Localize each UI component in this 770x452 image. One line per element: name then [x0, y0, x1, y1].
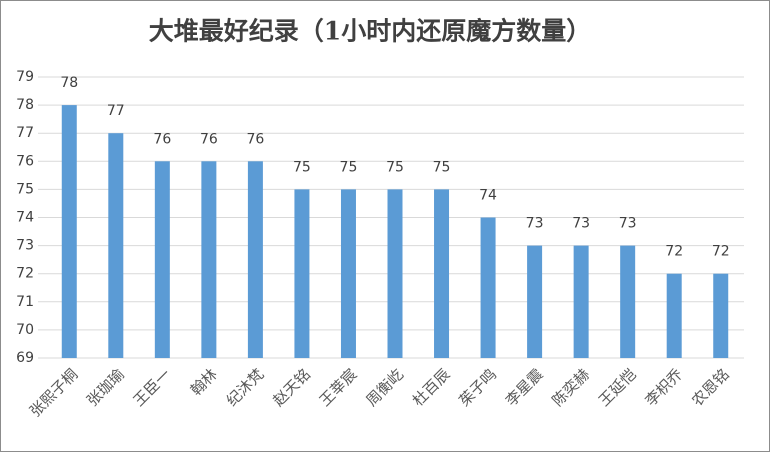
- bar: [620, 245, 636, 358]
- value-label: 73: [619, 216, 637, 232]
- y-tick-label: 79: [16, 69, 34, 85]
- bar: [434, 189, 450, 358]
- bar: [713, 273, 729, 358]
- value-label: 72: [712, 244, 730, 260]
- bar: [527, 245, 543, 358]
- value-label: 75: [340, 159, 358, 175]
- value-label: 75: [386, 159, 404, 175]
- bar: [666, 273, 682, 358]
- value-label: 75: [293, 159, 311, 175]
- y-tick-label: 69: [16, 350, 34, 366]
- y-tick-label: 72: [16, 266, 34, 282]
- bar: [201, 161, 217, 358]
- bar: [480, 217, 496, 358]
- value-label: 76: [246, 131, 264, 147]
- bar: [294, 189, 310, 358]
- bar: [387, 189, 403, 358]
- y-tick-label: 70: [16, 322, 34, 338]
- bar: [573, 245, 589, 358]
- bar: [61, 105, 77, 358]
- y-tick-label: 75: [16, 181, 34, 197]
- y-tick-label: 73: [16, 238, 34, 254]
- value-label: 74: [479, 188, 497, 204]
- bar: [340, 189, 356, 358]
- value-label: 76: [153, 131, 171, 147]
- y-tick-label: 76: [16, 153, 34, 169]
- value-label: 73: [526, 216, 544, 232]
- bar: [108, 133, 124, 358]
- y-tick-label: 77: [16, 125, 34, 141]
- bar: [247, 161, 263, 358]
- value-label: 73: [572, 216, 590, 232]
- value-label: 76: [200, 131, 218, 147]
- value-label: 75: [433, 159, 451, 175]
- value-label: 78: [60, 75, 78, 91]
- y-tick-label: 71: [16, 294, 34, 310]
- bar: [154, 161, 170, 358]
- value-label: 72: [665, 244, 683, 260]
- y-tick-label: 74: [16, 210, 34, 226]
- y-tick-label: 78: [16, 97, 34, 113]
- value-label: 77: [107, 103, 125, 119]
- chart-title: 大堆最好纪录（1小时内还原魔方数量）: [149, 17, 591, 46]
